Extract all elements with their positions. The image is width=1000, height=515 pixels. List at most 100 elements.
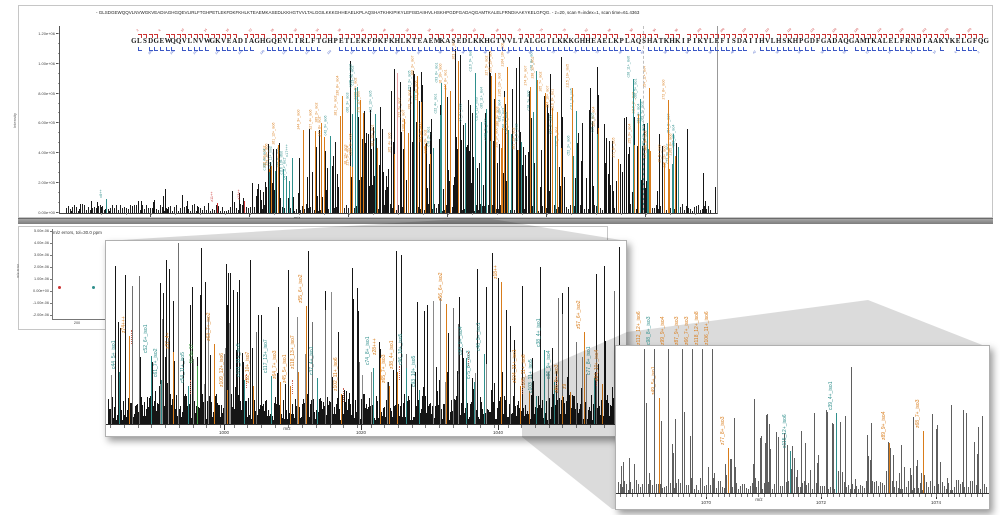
residue[interactable]: K	[568, 32, 574, 54]
residue[interactable]: I	[725, 32, 731, 54]
residue[interactable]: T	[658, 32, 664, 54]
residue[interactable]: F 46	[382, 28, 389, 54]
residue[interactable]: Q 26	[842, 32, 849, 55]
residue[interactable]: K	[939, 32, 945, 54]
residue[interactable]: L	[882, 32, 888, 54]
residue[interactable]: P	[333, 32, 339, 54]
residue[interactable]: A	[838, 32, 844, 54]
window-splitter[interactable]	[18, 218, 993, 224]
residue[interactable]: A 110	[741, 27, 748, 54]
residue[interactable]: S 62	[640, 32, 647, 55]
residue[interactable]: S	[782, 32, 788, 54]
residue[interactable]: G	[322, 32, 328, 54]
residue[interactable]: I 142	[921, 27, 928, 54]
residue[interactable]: H 118	[326, 32, 333, 55]
residue[interactable]: F 138	[898, 27, 905, 54]
residue[interactable]: W 14	[203, 28, 211, 54]
residue[interactable]: I	[546, 32, 552, 54]
residue[interactable]: P 34	[797, 32, 804, 55]
error-point-fragment[interactable]	[92, 286, 95, 289]
residue[interactable]: K 138	[214, 32, 221, 55]
residue[interactable]: I	[748, 32, 754, 54]
residue[interactable]: A 22	[247, 28, 255, 54]
residue[interactable]: A	[423, 32, 429, 54]
residue[interactable]: E	[277, 32, 283, 54]
residue[interactable]: H	[759, 32, 765, 54]
residue[interactable]: A 10	[932, 32, 939, 55]
residue[interactable]: E 18	[225, 28, 232, 54]
residue[interactable]: K 102	[696, 27, 703, 54]
residue[interactable]: K 58	[662, 32, 670, 55]
residue[interactable]: D 150	[147, 32, 154, 55]
residue[interactable]: G 74	[573, 32, 580, 55]
sequence-coverage[interactable]: G L 2 S D 150 G E 6 W Q 146 Q V 10 L N 142 V W 14 G K 138 V E 18 A D…	[131, 27, 989, 56]
residue[interactable]: D	[737, 32, 743, 54]
ms2-plot-area[interactable]: z27_4+_iso6z34_10+_iso7z108_6+_iso2z72_8…	[59, 26, 718, 214]
residue[interactable]: L	[624, 32, 630, 54]
residue[interactable]: I	[681, 32, 687, 54]
residue[interactable]: H 90	[483, 32, 490, 55]
zoom1-plot-area[interactable]: c44_5+_iso1 z74+++ c52_6+_iso1 c61_7+_iso2 z…	[106, 241, 626, 424]
residue[interactable]: A	[826, 32, 832, 54]
residue[interactable]: E 18	[887, 32, 894, 55]
residue[interactable]: G	[131, 32, 137, 54]
residue[interactable]: L	[400, 32, 406, 54]
residue[interactable]: K	[479, 32, 485, 54]
residue[interactable]: V 10	[180, 28, 187, 54]
residue[interactable]: V	[221, 32, 227, 54]
residue[interactable]: G	[210, 32, 216, 54]
residue[interactable]: Y 146	[943, 27, 950, 54]
residue[interactable]: T	[411, 32, 417, 54]
residue[interactable]: G	[490, 32, 496, 54]
residue[interactable]: K 118	[786, 27, 793, 54]
residue[interactable]: G	[804, 32, 810, 54]
residue[interactable]: I 42	[752, 32, 759, 55]
residue[interactable]: T 66	[494, 28, 502, 54]
residue[interactable]: K 42	[360, 28, 367, 54]
residue[interactable]: Q	[636, 32, 642, 54]
residue[interactable]: L 50	[707, 32, 715, 55]
residue[interactable]: Q 146	[169, 32, 176, 55]
residue[interactable]: R	[299, 32, 305, 54]
residue[interactable]: L 86	[606, 28, 614, 54]
residue[interactable]: E	[456, 32, 462, 54]
residue[interactable]: G 150	[966, 27, 973, 54]
residue[interactable]: A	[524, 32, 530, 54]
residue[interactable]: L	[961, 32, 967, 54]
residue[interactable]: E	[714, 32, 720, 54]
residue[interactable]: V 126	[281, 32, 288, 55]
residue[interactable]: A 94	[651, 28, 659, 54]
residue[interactable]: E	[591, 32, 597, 54]
residue[interactable]: T 22	[864, 32, 872, 55]
residue[interactable]: L 82	[528, 32, 535, 55]
residue[interactable]: Q	[176, 32, 182, 54]
residue[interactable]: L 78	[550, 32, 558, 55]
residue[interactable]: A	[445, 32, 451, 54]
residue[interactable]: K 98	[438, 32, 445, 55]
residue[interactable]: E	[602, 32, 608, 54]
residue[interactable]: A 90	[629, 28, 636, 54]
residue[interactable]: I	[692, 32, 698, 54]
residue[interactable]: K 50	[405, 28, 412, 54]
residue[interactable]: F	[367, 32, 373, 54]
residue[interactable]: G	[153, 32, 159, 54]
residue[interactable]: D	[916, 32, 922, 54]
residue[interactable]: F	[972, 32, 978, 54]
residue[interactable]: Y	[703, 32, 709, 54]
residue[interactable]: R	[905, 32, 911, 54]
residue[interactable]: H 38	[775, 32, 782, 55]
residue[interactable]: T 70	[517, 28, 524, 54]
residue[interactable]: K	[389, 32, 395, 54]
residue[interactable]: D 94	[461, 32, 468, 55]
residue[interactable]: S 58	[449, 28, 457, 54]
residue[interactable]: D 110	[371, 32, 378, 55]
residue[interactable]: K 98	[674, 28, 681, 54]
residue[interactable]: L 122	[304, 32, 311, 55]
residue[interactable]: H	[647, 32, 653, 54]
residue[interactable]: T	[344, 32, 350, 54]
residue[interactable]: H 130	[259, 32, 266, 55]
residue[interactable]: D 134	[237, 32, 244, 56]
residue[interactable]: V 86	[505, 32, 513, 55]
